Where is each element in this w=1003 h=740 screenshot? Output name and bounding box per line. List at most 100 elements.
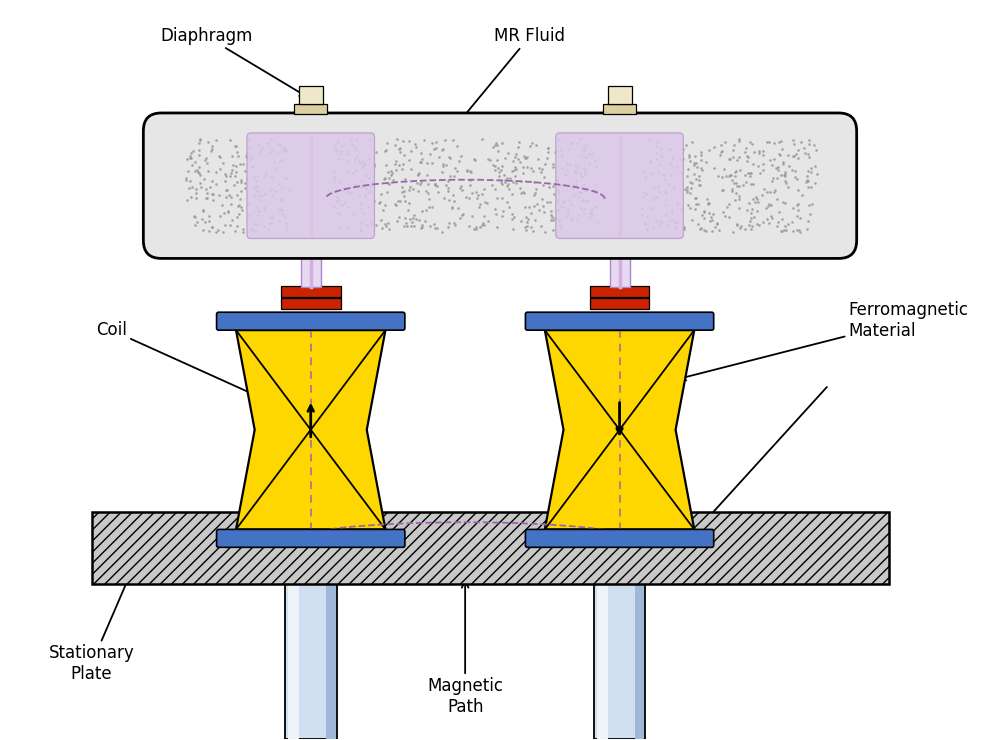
Point xyxy=(229,221,245,232)
Point xyxy=(550,187,566,199)
Point xyxy=(204,140,220,152)
Point xyxy=(799,148,815,160)
Point xyxy=(381,178,397,190)
Point xyxy=(527,186,543,198)
Point xyxy=(765,153,781,165)
Point xyxy=(726,170,742,182)
Point xyxy=(563,138,579,149)
Point xyxy=(473,133,489,145)
Point xyxy=(690,169,706,181)
Point xyxy=(383,167,399,179)
Point xyxy=(559,158,575,169)
Point xyxy=(633,203,649,215)
Point xyxy=(240,135,256,147)
Point xyxy=(325,175,341,187)
Point xyxy=(202,181,218,192)
Point xyxy=(412,175,428,187)
Point xyxy=(465,153,481,165)
Point xyxy=(353,181,369,193)
Point xyxy=(378,160,394,172)
Point xyxy=(736,223,752,235)
Point xyxy=(413,221,429,233)
Point xyxy=(586,178,602,190)
Point xyxy=(381,172,397,184)
Point xyxy=(409,185,425,197)
Point xyxy=(716,209,732,221)
Point xyxy=(675,144,691,155)
Point xyxy=(262,146,278,158)
Point xyxy=(671,153,687,165)
Point xyxy=(400,198,416,209)
Point xyxy=(492,164,509,176)
Point xyxy=(391,142,407,154)
Point xyxy=(232,192,248,204)
Point xyxy=(758,186,774,198)
Point xyxy=(257,187,273,199)
Point xyxy=(776,169,792,181)
Point xyxy=(247,181,263,193)
Point xyxy=(679,186,695,198)
Point xyxy=(192,169,208,181)
Point xyxy=(194,213,210,225)
Point xyxy=(230,149,246,161)
Point xyxy=(788,152,804,164)
Point xyxy=(714,184,730,195)
Point xyxy=(463,187,479,199)
Point xyxy=(724,226,740,238)
Point xyxy=(377,172,393,184)
Point xyxy=(681,176,697,188)
Point xyxy=(780,160,796,172)
Point xyxy=(332,176,348,188)
Point xyxy=(760,136,776,148)
Point xyxy=(769,164,785,176)
Point xyxy=(332,148,348,160)
Point xyxy=(231,199,247,211)
Point xyxy=(396,195,412,206)
Point xyxy=(408,141,424,153)
Point xyxy=(768,220,784,232)
Point xyxy=(515,186,531,198)
Point xyxy=(488,192,505,204)
Point xyxy=(737,176,753,188)
Point xyxy=(256,221,272,232)
Point xyxy=(683,181,699,193)
Point xyxy=(402,213,418,225)
Point xyxy=(570,161,586,172)
Point xyxy=(493,192,510,204)
Point xyxy=(451,212,467,224)
Point xyxy=(681,155,697,166)
Point xyxy=(722,169,738,181)
Point xyxy=(576,184,592,196)
Point xyxy=(229,176,245,188)
Point xyxy=(720,198,736,210)
Point xyxy=(536,172,552,184)
Point xyxy=(661,178,677,190)
Point xyxy=(582,211,598,223)
Point xyxy=(791,226,807,238)
Point xyxy=(220,205,236,217)
Point xyxy=(785,171,801,183)
Point xyxy=(568,166,584,178)
Point xyxy=(559,210,575,222)
Point xyxy=(698,226,714,238)
Point xyxy=(642,156,658,168)
Point xyxy=(188,186,204,198)
Point xyxy=(233,185,249,197)
Point xyxy=(341,148,357,160)
Point xyxy=(728,219,744,231)
Bar xyxy=(609,137,630,235)
Point xyxy=(584,204,600,215)
Point xyxy=(565,181,581,193)
Point xyxy=(215,157,231,169)
Point xyxy=(746,196,762,208)
Point xyxy=(428,180,444,192)
Point xyxy=(533,166,549,178)
Point xyxy=(245,224,261,236)
Point xyxy=(361,180,377,192)
Point xyxy=(475,209,491,221)
Point xyxy=(693,209,709,221)
Point xyxy=(240,147,256,159)
Point xyxy=(693,223,709,235)
FancyBboxPatch shape xyxy=(525,529,713,548)
Point xyxy=(771,169,787,181)
